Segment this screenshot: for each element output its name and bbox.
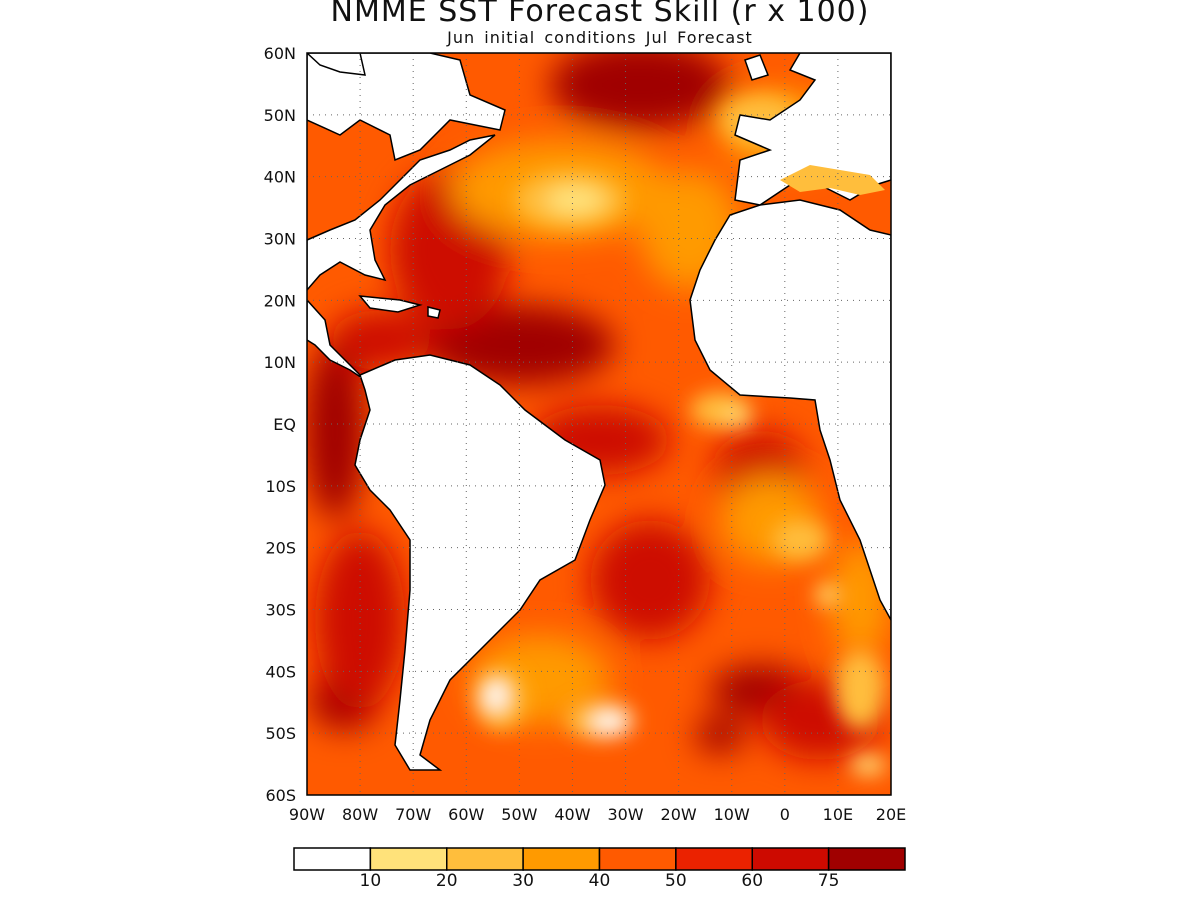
lat-tick-label: 30S <box>265 601 296 620</box>
longitude-labels: 90W 80W 70W 60W 50W 40W 30W 20W 10W 0 10E 20E <box>289 805 906 824</box>
colorbar-label: 50 <box>665 871 687 891</box>
colorbar-label: 60 <box>741 871 763 891</box>
lon-tick-label: 20W <box>661 805 697 824</box>
colorbar-label: 75 <box>818 871 840 891</box>
land <box>307 53 891 771</box>
lon-tick-label: 0 <box>780 805 790 824</box>
lat-tick-label: 20S <box>265 539 296 558</box>
lon-tick-label: 30W <box>607 805 643 824</box>
lat-tick-label: 60N <box>264 44 296 63</box>
lat-tick-label: 50N <box>264 106 296 125</box>
lat-tick-label: 40S <box>265 662 296 681</box>
lon-tick-label: 20E <box>876 805 906 824</box>
latitude-labels: 60N 50N 40N 30N 20N 10N EQ 10S 20S 30S 40S 50S 60S <box>264 44 296 805</box>
lon-tick-label: 50W <box>501 805 537 824</box>
colorbar-label: 30 <box>512 871 534 891</box>
plot-frame <box>306 52 892 796</box>
lon-tick-label: 10W <box>714 805 750 824</box>
lat-tick-label: EQ <box>273 415 296 434</box>
colorbar-swatch <box>446 847 524 871</box>
lat-tick-label: 20N <box>264 291 296 310</box>
lat-tick-label: 60S <box>265 786 296 805</box>
mediterranean <box>780 165 885 195</box>
map-grid <box>307 53 891 795</box>
lat-tick-label: 10S <box>265 477 296 496</box>
lat-tick-label: 50S <box>265 724 296 743</box>
colorbar: 10 20 30 40 50 60 75 <box>293 847 906 891</box>
lon-tick-label: 90W <box>289 805 325 824</box>
colorbar-label: 40 <box>589 871 611 891</box>
lon-tick-label: 70W <box>395 805 431 824</box>
colorbar-label: 20 <box>436 871 458 891</box>
map-subtitle: Jun initial conditions Jul Forecast <box>447 28 753 47</box>
colorbar-swatch <box>751 847 830 871</box>
lon-tick-label: 10E <box>823 805 853 824</box>
lon-tick-label: 80W <box>342 805 378 824</box>
colorbar-swatch <box>827 847 906 871</box>
colorbar-swatch <box>598 847 677 871</box>
colorbar-swatch <box>675 847 753 871</box>
lon-tick-label: 60W <box>448 805 484 824</box>
lat-tick-label: 30N <box>264 230 296 249</box>
map-title: NMME SST Forecast Skill (r x 100) <box>330 0 870 29</box>
lat-tick-label: 40N <box>264 168 296 187</box>
colorbar-swatch <box>522 847 601 871</box>
colorbar-swatch <box>293 847 372 871</box>
lon-tick-label: 40W <box>554 805 590 824</box>
lat-tick-label: 10N <box>264 353 296 372</box>
colorbar-swatch <box>369 847 448 871</box>
colorbar-label: 10 <box>360 871 382 891</box>
skill-field <box>307 53 891 795</box>
